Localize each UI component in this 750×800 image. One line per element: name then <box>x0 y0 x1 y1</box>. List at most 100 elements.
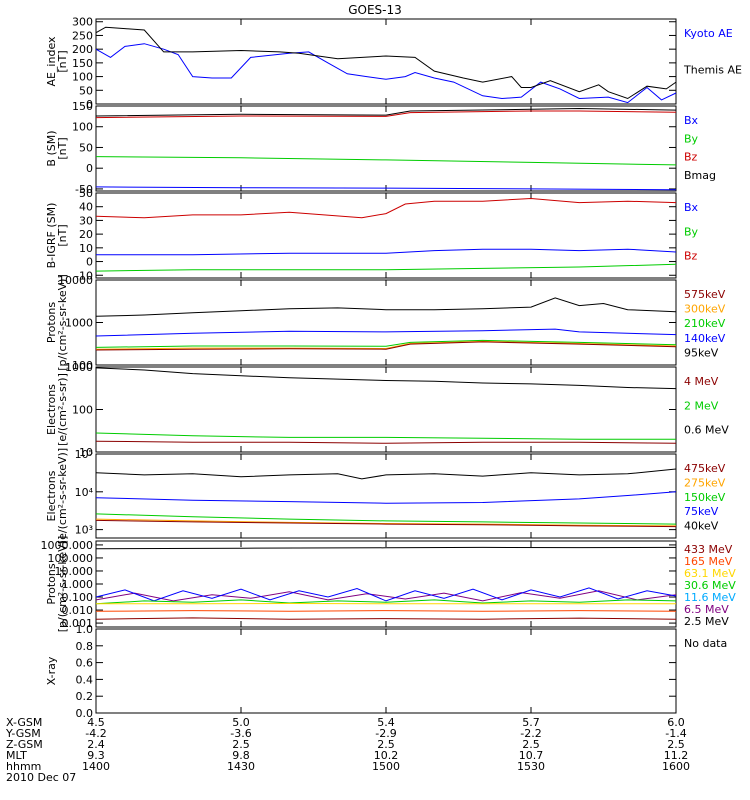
series-line-2-mev <box>95 432 676 440</box>
legend-entry: 210keV <box>684 317 726 330</box>
y-tick-label: -10 <box>75 269 93 282</box>
legend-entry: 2.5 MeV <box>684 615 729 628</box>
y-axis-label: Protons <box>45 302 58 343</box>
legend-entry: Themis AE <box>683 64 742 77</box>
legend-entry: No data <box>684 637 727 650</box>
legend-entry: Bx <box>684 201 699 214</box>
y-tick-label: 40 <box>79 201 93 214</box>
legend-entry: 150keV <box>684 491 726 504</box>
series-line-30-6-mev <box>95 599 677 605</box>
x-axis-row-value: 9.3 <box>87 749 105 762</box>
legend-entry: 40keV <box>684 520 719 533</box>
series-line-bz <box>95 197 677 219</box>
legend-entry: By <box>684 225 699 238</box>
series-line-6-5-mev <box>95 590 677 602</box>
x-axis-row-value: 6.0 <box>667 716 685 729</box>
y-tick-label: 250 <box>72 29 93 42</box>
legend-entry: Bz <box>684 250 698 263</box>
legend-entry: 575keV <box>684 288 726 301</box>
legend-entry: 2 MeV <box>684 399 719 412</box>
legend-entry: 6.5 MeV <box>684 603 729 616</box>
series-line-by <box>95 156 677 166</box>
plot-title: GOES-13 <box>348 3 402 17</box>
series-line-11-6-mev <box>95 587 677 602</box>
legend-entry: 0.6 MeV <box>684 424 729 437</box>
series-line-475kev <box>95 519 677 528</box>
x-axis-row-value: 1530 <box>517 760 545 773</box>
panel-frame <box>95 192 677 279</box>
x-axis-row-value: 11.2 <box>664 749 689 762</box>
y-tick-label: 200 <box>72 43 93 56</box>
series-line-150kev <box>95 513 677 525</box>
y-tick-label: 0 <box>86 98 93 111</box>
y-axis-label: [nT] <box>56 50 69 72</box>
y-axis-label: B (SM) <box>45 130 58 166</box>
y-tick-label: 0.0 <box>76 707 94 720</box>
x-axis-row-value: 1400 <box>82 760 110 773</box>
legend-entry: 275keV <box>684 476 726 489</box>
panel-6: 10⁵ 10⁴ 10³ Electrons[e/(cm²-s-sr-keV)] 475k… <box>45 448 726 544</box>
y-tick-label: 100.000 <box>48 552 94 565</box>
y-axis-label: X-ray <box>45 656 58 685</box>
series-line-433-mev <box>95 617 677 620</box>
panel-frame <box>95 628 677 714</box>
x-axis-row-value: 2.5 <box>667 738 685 751</box>
x-axis-row-value: 1430 <box>227 760 255 773</box>
panel-7: 1000.000100.00010.0001.0000.1000.0100.00… <box>41 536 737 633</box>
legend-entry: 165 MeV <box>684 555 733 568</box>
series-line-140kev <box>95 328 677 337</box>
y-tick-label: 1000 <box>65 317 93 330</box>
legend-entry: 140keV <box>684 332 726 345</box>
y-tick-label: 50 <box>79 141 93 154</box>
y-tick-label: 10⁴ <box>75 486 94 499</box>
legend-entry: 300keV <box>684 303 726 316</box>
series-line-165-mev <box>95 610 677 612</box>
x-axis-row-value: -2.9 <box>375 727 396 740</box>
y-axis-label: Electrons <box>45 470 58 521</box>
legend-entry: Bz <box>684 151 698 164</box>
y-tick-label: 0.8 <box>76 640 94 653</box>
series-line-2-5-mev <box>95 546 677 550</box>
legend-entry: 30.6 MeV <box>684 579 736 592</box>
legend-entry: 95keV <box>684 346 719 359</box>
series-line-bx <box>95 186 677 191</box>
series-line-themis-ae <box>95 26 677 100</box>
x-axis-row-value: 9.8 <box>232 749 250 762</box>
y-tick-label: 1.0 <box>76 623 94 636</box>
series-line-by <box>95 263 677 272</box>
x-axis-row-label: Z-GSM <box>6 738 43 751</box>
x-axis-row-label: hhmm <box>6 760 41 773</box>
series-line-275kev <box>95 518 677 527</box>
y-tick-label: 0.4 <box>76 673 94 686</box>
x-axis-row-value: 2.5 <box>232 738 250 751</box>
x-axis-row-value: 5.7 <box>522 716 540 729</box>
series-line-kyoto-ae <box>95 43 677 104</box>
y-axis-label: [p/(cm²-s-sr-keV)] <box>56 536 69 633</box>
legend-entry: Bmag <box>684 169 716 182</box>
y-tick-label: 100 <box>72 71 93 84</box>
x-axis-row-value: 4.5 <box>87 716 105 729</box>
y-tick-label: 10.000 <box>55 565 94 578</box>
series-line-75kev <box>95 491 677 504</box>
y-tick-label: 150 <box>72 57 93 70</box>
y-tick-label: 50 <box>79 84 93 97</box>
series-line-0-6-mev <box>95 367 677 390</box>
x-axis-row-value: -2.2 <box>520 727 541 740</box>
y-tick-label: 0 <box>86 256 93 269</box>
series-line-4-mev <box>95 440 677 444</box>
panel-8: 0.0 0.2 0.4 0.6 0.8 1.0 X-ray No data <box>45 623 727 720</box>
x-axis-block: X-GSM 4.5 5.0 5.4 5.7 6.0 Y-GSM -4.2 -3.6 -2.9 -2.… <box>5 716 690 784</box>
y-tick-label: 10 <box>79 242 93 255</box>
y-axis-label: [nT] <box>56 137 69 159</box>
panel-frame <box>95 279 677 366</box>
series-line-40kev <box>95 468 677 480</box>
y-tick-label: 10000 <box>58 274 93 287</box>
x-axis-row-value: -3.6 <box>230 727 251 740</box>
y-tick-label: 10 <box>79 446 93 459</box>
x-axis-row-value: 1500 <box>372 760 400 773</box>
x-axis-row-value: 10.7 <box>519 749 544 762</box>
series-line-210kev <box>95 339 677 348</box>
